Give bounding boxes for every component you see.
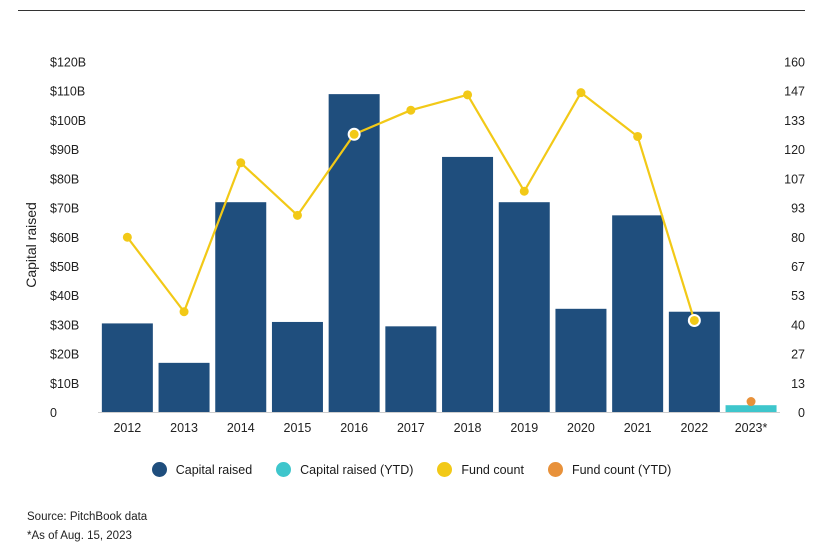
legend-label: Capital raised (YTD) (300, 462, 414, 477)
y2-tick-label: 53 (791, 289, 805, 303)
legend-label: Fund count (461, 462, 524, 477)
y-tick-label: $70B (50, 202, 79, 216)
data-point (519, 186, 529, 196)
y-tick-label: 0 (50, 406, 57, 420)
y2-tick-label: 13 (791, 377, 805, 391)
y2-tick-label: 93 (791, 202, 805, 216)
legend: Capital raised Capital raised (YTD) Fund… (0, 462, 823, 477)
y-tick-label: $90B (50, 143, 79, 157)
y-tick-label: $60B (50, 231, 79, 245)
bar (385, 326, 437, 413)
y-axis-title: Capital raised (23, 202, 39, 288)
bar (101, 323, 153, 413)
x-tick-label: 2017 (397, 421, 425, 435)
y2-tick-label: 160 (784, 56, 805, 70)
data-point (236, 158, 246, 168)
y-tick-label: $30B (50, 318, 79, 332)
bar (498, 202, 550, 413)
data-point (687, 313, 701, 327)
legend-item-capital-raised: Capital raised (151, 462, 253, 477)
legend-item-fund-count: Fund count (437, 462, 524, 477)
x-tick-label: 2014 (227, 421, 255, 435)
series-line (126, 91, 696, 321)
bars (101, 94, 777, 413)
x-axis-ticks: 2012 2013 2014 2015 2016 2017 2018 2019 2020 2021… (113, 421, 767, 435)
y2-tick-label: 67 (791, 260, 805, 274)
x-tick-label: 2022 (680, 421, 708, 435)
data-point (463, 90, 473, 100)
chart: Capital raised 0 $10B $20B $30B $40B $50B $60B… (23, 56, 805, 436)
y2-tick-label: 133 (784, 114, 805, 128)
data-point (122, 232, 132, 242)
bar (215, 202, 267, 413)
fund-count-line (122, 88, 756, 407)
legend-item-capital-raised-ytd: Capital raised (YTD) (276, 462, 413, 477)
y-tick-label: $40B (50, 289, 79, 303)
y2-tick-label: 27 (791, 348, 805, 362)
y2-tick-label: 0 (798, 406, 805, 420)
x-tick-label: 2016 (340, 421, 368, 435)
y-tick-label: $120B (50, 56, 86, 70)
bar (555, 308, 607, 413)
data-point (406, 105, 416, 115)
y2-tick-label: 120 (784, 143, 805, 157)
x-tick-label: 2019 (510, 421, 538, 435)
bar (442, 156, 494, 413)
legend-item-fund-count-ytd: Fund count (YTD) (547, 462, 672, 477)
data-point (347, 127, 361, 141)
data-point (576, 88, 586, 98)
x-tick-label: 2013 (170, 421, 198, 435)
y-tick-label: $20B (50, 348, 79, 362)
right-axis-ticks: 0 13 27 40 53 67 80 93 107 120 133 147 160 (784, 56, 805, 421)
x-tick-label: 2021 (624, 421, 652, 435)
legend-swatch-fund-count (437, 462, 453, 477)
y-tick-label: $100B (50, 114, 86, 128)
y-tick-label: $10B (50, 377, 79, 391)
y-axis-title-group: Capital raised (23, 202, 39, 288)
x-tick-label: 2012 (113, 421, 141, 435)
as-of-note: *As of Aug. 15, 2023 (27, 530, 132, 542)
y2-tick-label: 80 (791, 231, 805, 245)
bar (725, 405, 777, 413)
source-note: Source: PitchBook data (27, 511, 148, 523)
y-tick-label: $110B (50, 85, 85, 99)
bar (158, 362, 210, 413)
legend-label: Fund count (YTD) (571, 462, 672, 477)
data-point (633, 131, 643, 141)
x-tick-label: 2020 (567, 421, 595, 435)
data-point (179, 307, 189, 317)
left-axis-ticks: 0 $10B $20B $30B $40B $50B $60B $70B $80B $90B $10… (50, 56, 86, 421)
x-tick-label: 2015 (284, 421, 312, 435)
bar (271, 321, 323, 413)
y-tick-label: $80B (50, 172, 79, 186)
bar (328, 94, 380, 413)
legend-swatch-capital-raised (151, 462, 167, 477)
bar (612, 215, 664, 413)
x-tick-label: 2018 (454, 421, 482, 435)
y2-tick-label: 107 (784, 172, 805, 186)
legend-swatch-capital-raised-ytd (276, 462, 292, 477)
bar (668, 311, 720, 413)
x-tick-label: 2023* (735, 421, 768, 435)
data-point (292, 210, 302, 220)
data-point-ytd (746, 397, 756, 407)
legend-swatch-fund-count-ytd (547, 462, 563, 477)
top-rule (18, 10, 805, 11)
y2-tick-label: 147 (784, 85, 805, 99)
legend-label: Capital raised (175, 462, 253, 477)
y-tick-label: $50B (50, 260, 79, 274)
y2-tick-label: 40 (791, 318, 805, 332)
